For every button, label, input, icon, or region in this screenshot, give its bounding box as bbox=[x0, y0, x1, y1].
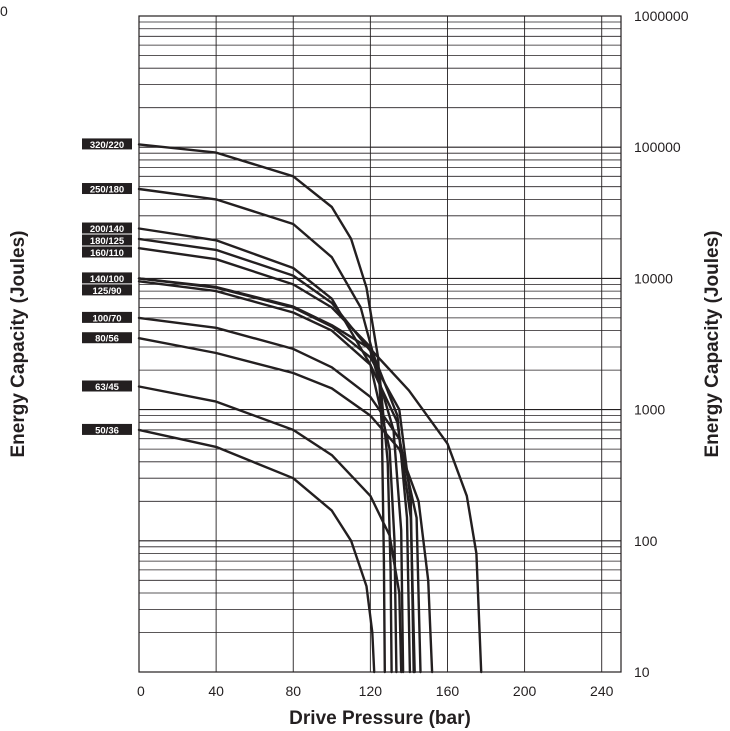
series-label-text: 140/100 bbox=[90, 274, 124, 285]
series-label-tag: 160/110 bbox=[82, 246, 132, 259]
series-line bbox=[137, 277, 483, 674]
series-label-tag: 320/220 bbox=[82, 138, 132, 151]
y-tick-label: 1000000 bbox=[634, 8, 689, 24]
series-label-text: 125/90 bbox=[92, 286, 121, 297]
series-line bbox=[137, 187, 393, 674]
series-label-tag: 80/56 bbox=[82, 332, 132, 345]
series-label-text: 80/56 bbox=[95, 334, 119, 345]
y-axis-title-right: Energy Capacity (Joules) bbox=[702, 230, 723, 457]
series-line bbox=[137, 428, 376, 674]
y-axis-ticks: 10 100 1000 10000 100000 1000000 bbox=[634, 8, 689, 680]
x-tick-label: 160 bbox=[436, 683, 460, 699]
y-tick-label: 1000 bbox=[634, 402, 665, 418]
series-line bbox=[137, 385, 403, 674]
series-line bbox=[137, 280, 416, 674]
series-line bbox=[137, 316, 422, 674]
x-axis-title: Drive Pressure (bar) bbox=[289, 708, 471, 729]
series-line bbox=[137, 277, 415, 674]
series-label-tag: 100/70 bbox=[82, 311, 132, 324]
y-tick-label: 100000 bbox=[634, 139, 681, 155]
series-label-tag: 63/45 bbox=[82, 380, 132, 393]
x-axis-ticks: 0 40 80 120 160 200 240 bbox=[137, 683, 614, 699]
series-label-text: 180/125 bbox=[90, 236, 125, 247]
series-line bbox=[137, 337, 434, 674]
series-line bbox=[137, 247, 412, 674]
series-label-text: 320/220 bbox=[90, 140, 124, 151]
series-label-text: 63/45 bbox=[95, 382, 119, 393]
series-label-text: 100/70 bbox=[92, 313, 121, 324]
series-label-text: 50/36 bbox=[95, 425, 119, 436]
series-label-tag: 180/125 bbox=[82, 234, 132, 247]
series-layer bbox=[137, 143, 483, 674]
y-tick-label: 10000 bbox=[634, 270, 673, 286]
x-tick-label: 0 bbox=[137, 683, 145, 699]
series-label-tag: 140/100 bbox=[82, 272, 132, 285]
series-label-tag: 250/180 bbox=[82, 183, 132, 196]
y-tick-label: 10 bbox=[634, 664, 650, 680]
corner-label: 0 bbox=[0, 3, 8, 19]
series-label-tag: 50/36 bbox=[82, 423, 132, 436]
plot-frame bbox=[138, 15, 622, 673]
x-tick-label: 200 bbox=[513, 683, 537, 699]
series-label-text: 200/140 bbox=[90, 224, 124, 235]
series-label-tag: 200/140 bbox=[82, 222, 132, 235]
x-tick-label: 80 bbox=[285, 683, 301, 699]
series-line bbox=[137, 143, 386, 674]
series-label-tag: 125/90 bbox=[82, 284, 132, 297]
x-tick-label: 240 bbox=[590, 683, 614, 699]
y-axis-title-left: Energy Capacity (Joules) bbox=[8, 230, 29, 457]
series-label-text: 250/180 bbox=[90, 185, 124, 196]
series-label-text: 160/110 bbox=[90, 248, 124, 259]
y-tick-label: 100 bbox=[634, 533, 658, 549]
series-line bbox=[137, 227, 398, 674]
series-line bbox=[137, 237, 405, 674]
x-tick-label: 40 bbox=[208, 683, 224, 699]
x-tick-label: 120 bbox=[359, 683, 383, 699]
grid-lines bbox=[139, 16, 621, 672]
